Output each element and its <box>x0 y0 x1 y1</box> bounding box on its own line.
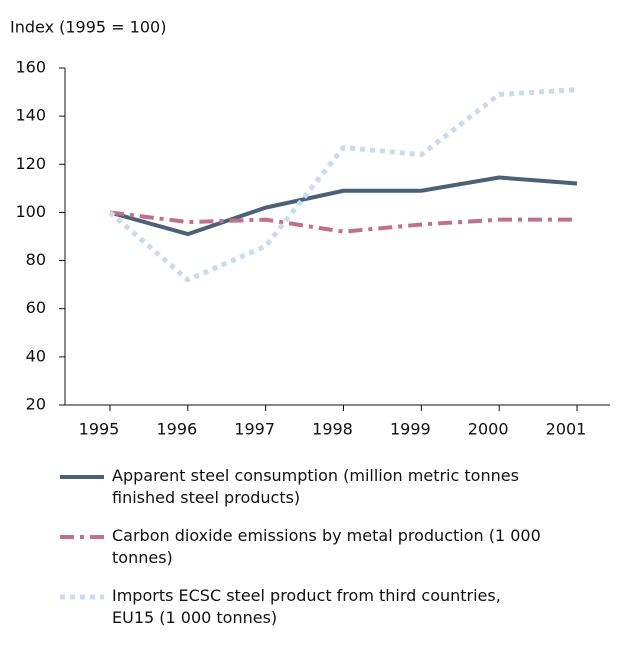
x-tick-label: 1997 <box>234 420 275 439</box>
legend-swatch <box>60 594 104 600</box>
x-tick-label: 1995 <box>79 420 120 439</box>
legend-label: Carbon dioxide emissions by metal produc… <box>112 526 541 567</box>
y-tick-label: 140 <box>15 106 46 125</box>
y-tick-label: 60 <box>26 298 46 317</box>
chart: Index (1995 = 100) 20 40 60 80 100 120 140 160 1… <box>10 18 610 439</box>
page: {"chart_data": {"type": "line", "y_label… <box>10 17 620 627</box>
y-axis-label: Index (1995 = 100) <box>10 18 166 37</box>
y-tick-label: 80 <box>26 250 46 269</box>
y-tick-label: 20 <box>26 395 46 414</box>
x-tick-label: 1996 <box>156 420 197 439</box>
y-tick-label: 120 <box>15 154 46 173</box>
legend-label: Apparent steel consumption (million metr… <box>112 466 519 507</box>
x-tick-label: 1998 <box>312 420 353 439</box>
legend-label: Imports ECSC steel product from third co… <box>112 586 501 627</box>
y-tick-label: 160 <box>15 58 46 77</box>
x-tick-label: 1999 <box>390 420 431 439</box>
legend-item: Apparent steel consumption (million metr… <box>60 465 620 525</box>
legend-item: Imports ECSC steel product from third co… <box>60 585 620 645</box>
series-line <box>109 210 577 234</box>
y-tick-label: 40 <box>26 346 46 365</box>
legend-swatch <box>60 475 104 479</box>
series-line <box>109 175 578 237</box>
y-tick-label: 100 <box>15 202 46 221</box>
x-tick-label: 2000 <box>468 420 509 439</box>
series-line <box>108 87 578 283</box>
legend-item: Carbon dioxide emissions by metal produc… <box>60 525 620 585</box>
x-tick-label: 2001 <box>546 420 587 439</box>
legend-swatch <box>60 535 104 539</box>
